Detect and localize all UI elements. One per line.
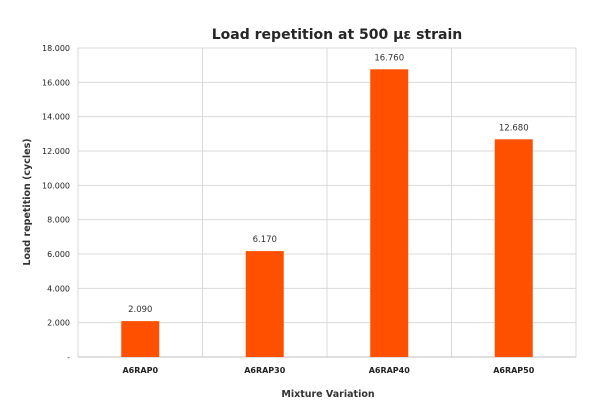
data-label-a6rap50: 12.680 xyxy=(499,123,529,133)
x-tick-label-a6rap40: A6RAP40 xyxy=(369,366,411,375)
y-tick-label: 14.000 xyxy=(42,113,70,122)
bar-a6rap0 xyxy=(121,321,160,357)
y-tick-label: 12.000 xyxy=(42,147,70,156)
y-tick-label: 4.000 xyxy=(47,284,70,293)
bars xyxy=(121,69,533,357)
y-tick-label: 16.000 xyxy=(42,78,70,87)
y-tick-label: 18.000 xyxy=(42,44,70,53)
gridlines xyxy=(77,47,577,358)
x-axis-categories: A6RAP0 A6RAP30 A6RAP40 A6RAP50 xyxy=(122,366,534,375)
chart-title: Load repetition at 500 με strain xyxy=(212,27,462,43)
data-label-a6rap0: 2.090 xyxy=(128,305,152,315)
y-tick-label: 6.000 xyxy=(47,250,70,259)
bar-a6rap50 xyxy=(494,139,533,357)
x-tick-label-a6rap30: A6RAP30 xyxy=(244,366,286,375)
y-tick-label: - xyxy=(67,353,70,362)
y-tick-label: 10.000 xyxy=(42,181,70,190)
y-axis-label: Load repetition (cycles) xyxy=(22,138,33,265)
data-label-a6rap40: 16.760 xyxy=(374,53,404,63)
y-axis-ticks: - 2.000 4.000 6.000 8.000 10.000 12.000 14.000 1… xyxy=(42,44,70,362)
y-tick-label: 2.000 xyxy=(47,319,70,328)
y-tick-label: 8.000 xyxy=(47,216,70,225)
x-tick-label-a6rap0: A6RAP0 xyxy=(122,366,158,375)
x-axis-label: Mixture Variation xyxy=(281,389,374,400)
bar-a6rap30 xyxy=(245,251,284,357)
data-label-a6rap30: 6.170 xyxy=(253,235,277,245)
x-tick-label-a6rap50: A6RAP50 xyxy=(493,366,535,375)
data-labels: 2.090 6.170 16.760 12.680 xyxy=(128,53,529,315)
bar-a6rap40 xyxy=(370,69,409,357)
